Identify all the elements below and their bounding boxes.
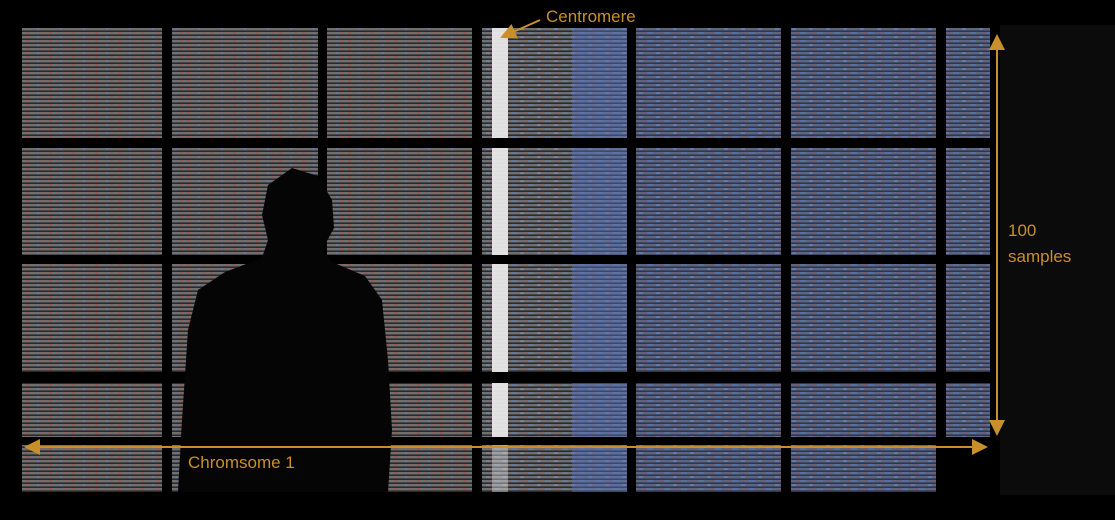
- panel-data: [327, 148, 472, 255]
- blue-band: [572, 445, 627, 492]
- centromere-band: [492, 264, 508, 372]
- panel-data: [636, 383, 781, 437]
- panel-data: [946, 148, 990, 255]
- centromere-band: [492, 148, 508, 255]
- samples-label: 100: [1008, 221, 1036, 240]
- panel-data: [22, 28, 162, 138]
- blue-tint: [791, 445, 936, 492]
- centromere-label: Centromere: [546, 7, 636, 26]
- centromere-arrow: [500, 19, 541, 39]
- panel-data: [22, 148, 162, 255]
- panel-data: [791, 264, 936, 372]
- panel-data: [22, 445, 162, 492]
- blue-tint: [636, 264, 781, 372]
- blue-band: [572, 383, 627, 437]
- centromere-band: [492, 28, 508, 138]
- person-silhouette: [178, 168, 392, 492]
- blue-tint: [946, 383, 990, 437]
- blue-tint: [791, 148, 936, 255]
- panel-data: [636, 264, 781, 372]
- blue-band: [572, 28, 627, 138]
- panel-data: [636, 148, 781, 255]
- blue-tint: [636, 445, 781, 492]
- blue-band: [572, 148, 627, 255]
- blue-tint: [791, 264, 936, 372]
- panel-data: [946, 28, 990, 138]
- panel-data: [636, 28, 781, 138]
- samples-label: samples: [1008, 247, 1071, 266]
- blue-tint: [636, 148, 781, 255]
- panel-data: [327, 28, 472, 138]
- panel-data: [946, 383, 990, 437]
- panel-data: [22, 264, 162, 372]
- blue-band: [572, 264, 627, 372]
- panel-data: [946, 264, 990, 372]
- centromere-band: [492, 383, 508, 437]
- centromere-band: [492, 445, 508, 492]
- blue-tint: [636, 28, 781, 138]
- panel-data: [791, 28, 936, 138]
- blue-tint: [946, 28, 990, 138]
- chromosome-label: Chromsome 1: [188, 453, 295, 472]
- display-wall: [22, 28, 990, 492]
- panel-data: [791, 383, 936, 437]
- blue-tint: [946, 264, 990, 372]
- wall-edge: [1000, 25, 1115, 495]
- panel-data: [172, 28, 318, 138]
- blue-tint: [946, 148, 990, 255]
- panel-data: [22, 383, 162, 437]
- panel-data: [791, 148, 936, 255]
- blue-tint: [791, 383, 936, 437]
- blue-tint: [791, 28, 936, 138]
- blue-tint: [636, 383, 781, 437]
